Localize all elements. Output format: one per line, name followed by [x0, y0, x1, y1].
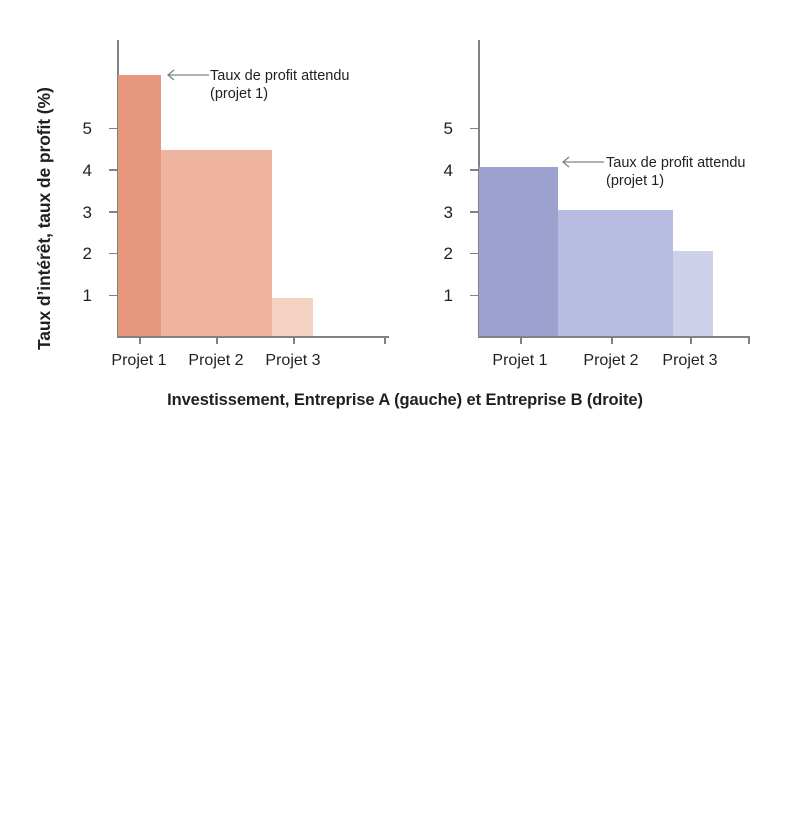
bar-right-projet-2	[558, 210, 673, 336]
bar-left-projet-2	[161, 150, 272, 336]
y-tick-label-2-right: 2	[443, 244, 453, 264]
x-tick-label-projet-2-left: Projet 2	[188, 352, 244, 369]
x-tick-label-projet-2-right: Projet 2	[583, 352, 639, 369]
bar-left-projet-3	[272, 298, 313, 336]
annotation-right-line-2: (projet 1)	[606, 173, 665, 189]
annotation-left-line-1: Taux de profit attendu	[210, 68, 350, 84]
x-axis-line-left	[117, 336, 389, 338]
y-tick-label-1-left: 1	[82, 286, 92, 305]
x-tick-projet-3-right	[690, 336, 692, 344]
plot-area-left	[118, 0, 390, 336]
y-tick-1-right	[470, 294, 478, 297]
x-tick-projet-2-right	[611, 336, 613, 344]
x-tick-end-right	[748, 336, 750, 344]
annotation-arrow-left-icon	[166, 69, 209, 81]
y-tick-3-right	[470, 211, 478, 213]
x-tick-label-projet-1-right: Projet 1	[492, 352, 548, 369]
x-tick-projet-1-left	[139, 336, 141, 344]
y-tick-2-left	[109, 252, 117, 255]
y-tick-label-1-right: 1	[443, 286, 453, 305]
y-tick-label-3-right: 3	[443, 202, 453, 222]
y-tick-label-3-left: 3	[82, 202, 92, 222]
x-tick-projet-3-left	[293, 336, 295, 344]
annotation-right-line-1: Taux de profit attendu	[606, 155, 746, 171]
y-tick-5-right	[470, 127, 478, 130]
y-tick-5-left	[109, 127, 117, 130]
x-tick-label-projet-3-left: Projet 3	[265, 352, 321, 369]
bar-right-projet-3	[673, 250, 713, 336]
bar-left-projet-1	[118, 75, 161, 336]
y-tick-2-right	[470, 252, 478, 255]
y-tick-label-5-right: 5	[443, 119, 453, 139]
bar-right-projet-1	[479, 167, 558, 336]
x-axis-line-right	[478, 336, 750, 338]
x-tick-projet-1-right	[520, 336, 522, 344]
panel-entreprise-b: 1 2 3 4 5 Projet 1 Projet 2 Projet 3 Tau…	[410, 0, 810, 390]
x-tick-label-projet-3-right: Projet 3	[662, 352, 718, 369]
panel-entreprise-a: 1 2 3 4 5 Projet 1 Projet 2 Projet 3 Tau…	[0, 0, 410, 390]
y-axis-line-left	[117, 40, 119, 337]
annotation-left-line-2: (projet 1)	[210, 86, 269, 102]
y-tick-label-2-left: 2	[82, 244, 92, 264]
y-tick-3-left	[109, 211, 117, 213]
annotation-right: Taux de profit attendu (projet 1)	[606, 154, 745, 190]
y-tick-1-left	[109, 294, 117, 297]
y-tick-label-5-left: 5	[82, 119, 92, 139]
x-axis-title: Investissement, Entreprise A (gauche) et…	[167, 391, 643, 409]
y-tick-label-4-left: 4	[82, 160, 92, 180]
x-tick-label-projet-1-left: Projet 1	[111, 352, 167, 369]
annotation-arrow-right-icon	[561, 156, 604, 168]
y-tick-4-right	[470, 169, 478, 171]
x-tick-end-left	[384, 336, 386, 344]
y-tick-4-left	[109, 169, 117, 171]
y-tick-label-4-right: 4	[443, 160, 453, 180]
plot-area-right	[479, 0, 751, 336]
y-axis-line-right	[478, 40, 480, 337]
x-tick-projet-2-left	[216, 336, 218, 344]
annotation-left: Taux de profit attendu (projet 1)	[210, 67, 349, 103]
